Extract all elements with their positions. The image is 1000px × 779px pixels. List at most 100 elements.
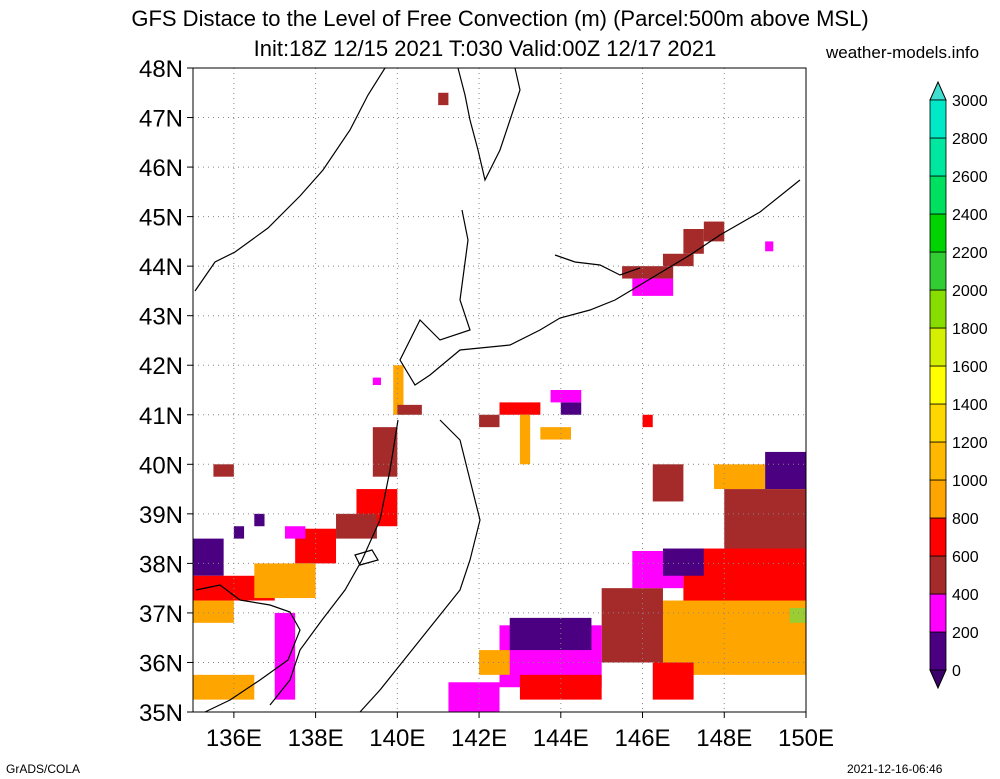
coastline-honshu-east (359, 419, 481, 713)
colorbar-segment (929, 403, 947, 443)
field-cell (622, 266, 674, 279)
chart-title: GFS Distace to the Level of Free Convect… (131, 6, 869, 31)
colorbar-over-arrow (929, 80, 947, 101)
colorbar-segment (929, 251, 947, 291)
x-tick-label: 146E (615, 725, 671, 752)
field-cell (372, 427, 398, 477)
x-tick-label: 138E (288, 725, 344, 752)
colorbar-segment (929, 99, 947, 139)
colorbar-label: 0 (952, 663, 961, 680)
y-tick-label: 41N (139, 403, 183, 430)
field-cell (254, 563, 316, 599)
field-cell (765, 241, 774, 252)
x-tick-label: 144E (533, 725, 589, 752)
grid-lines (193, 68, 807, 712)
colorbar-label: 2600 (952, 169, 988, 186)
coastline-honshu-west (269, 419, 399, 706)
colorbar-under-arrow (929, 669, 947, 690)
field-cell (479, 414, 500, 428)
coastline-sakhalin (457, 67, 521, 182)
colorbar-segment (929, 593, 947, 633)
field-cell (509, 617, 592, 651)
field-cell (397, 404, 422, 415)
colorbar-segment (929, 479, 947, 519)
field-cell (789, 607, 806, 623)
coastline (194, 67, 801, 713)
colorbar-segment (929, 175, 947, 215)
coastline-kurils (554, 254, 641, 276)
colorbar-label: 2400 (952, 207, 988, 224)
y-tick-label: 35N (139, 700, 183, 727)
field-cell (662, 548, 704, 576)
colorbar-label: 2800 (952, 131, 988, 148)
field-cell (642, 414, 653, 428)
colorbar-label: 2000 (952, 283, 988, 300)
y-tick-label: 47N (139, 106, 183, 133)
colorbar-label: 400 (952, 587, 979, 604)
field-layer (193, 92, 806, 712)
colorbar-label: 800 (952, 511, 979, 528)
field-cell (550, 390, 582, 403)
field-cell (714, 464, 766, 490)
field-cell (560, 402, 582, 415)
y-tick-label: 39N (139, 502, 183, 529)
colorbar-label: 1400 (952, 397, 988, 414)
field-cell (519, 414, 531, 465)
coastline-hokkaido (399, 179, 801, 386)
field-cell (652, 464, 684, 502)
colorbar-segment (929, 365, 947, 405)
field-cell (372, 377, 381, 386)
field-cell (479, 650, 510, 675)
field-cell (274, 662, 296, 700)
field-cell (540, 427, 572, 440)
colorbar-segment (929, 555, 947, 595)
colorbar-label: 600 (952, 549, 979, 566)
field-cell (336, 513, 377, 539)
y-tick-label: 45N (139, 205, 183, 232)
field-cell (632, 278, 674, 296)
field-cell (765, 451, 806, 490)
coastline-sado (354, 549, 379, 566)
field-cell (193, 674, 255, 700)
field-cell (438, 92, 449, 106)
field-cell (193, 600, 234, 623)
colorbar-segment (929, 441, 947, 481)
colorbar-label: 3000 (952, 93, 988, 110)
colorbar-label: 1000 (952, 473, 988, 490)
field-cell (652, 662, 694, 700)
chart-subtitle: Init:18Z 12/15 2021 T:030 Valid:00Z 12/1… (253, 36, 717, 61)
coastline-mainland (194, 67, 386, 292)
y-tick-label: 38N (139, 551, 183, 578)
x-tick-label: 150E (778, 725, 834, 752)
field-cell (193, 538, 224, 576)
x-tick-label: 148E (696, 725, 752, 752)
field-cell (233, 526, 245, 539)
colorbar-segment (929, 213, 947, 253)
axis-labels: 136E 138E 140E 142E 144E 146E 148E 150E 35N 36N 37… (139, 56, 834, 752)
footer-right: 2021-12-16-06:46 (847, 762, 943, 776)
field-cell (274, 612, 296, 663)
colorbar-segment (929, 631, 947, 671)
x-tick-label: 142E (451, 725, 507, 752)
plot-frame (192, 67, 807, 713)
field-cell (683, 229, 704, 254)
field-cell (448, 682, 500, 712)
x-tick-label: 136E (206, 725, 262, 752)
y-tick-label: 42N (139, 353, 183, 380)
y-tick-label: 48N (139, 56, 183, 83)
colorbar-label: 200 (952, 625, 979, 642)
y-tick-label: 37N (139, 601, 183, 628)
colorbar-label: 2200 (952, 245, 988, 262)
field-cell (601, 588, 663, 663)
y-tick-label: 36N (139, 650, 183, 677)
field-cell (393, 365, 404, 415)
site-label: weather-models.info (826, 43, 980, 62)
field-cell (703, 221, 725, 242)
field-cell (254, 513, 265, 527)
colorbar-label: 1800 (952, 321, 988, 338)
field-cell (213, 464, 234, 477)
y-tick-label: 44N (139, 254, 183, 281)
y-tick-label: 46N (139, 155, 183, 182)
coastline-west-coast (195, 584, 301, 713)
